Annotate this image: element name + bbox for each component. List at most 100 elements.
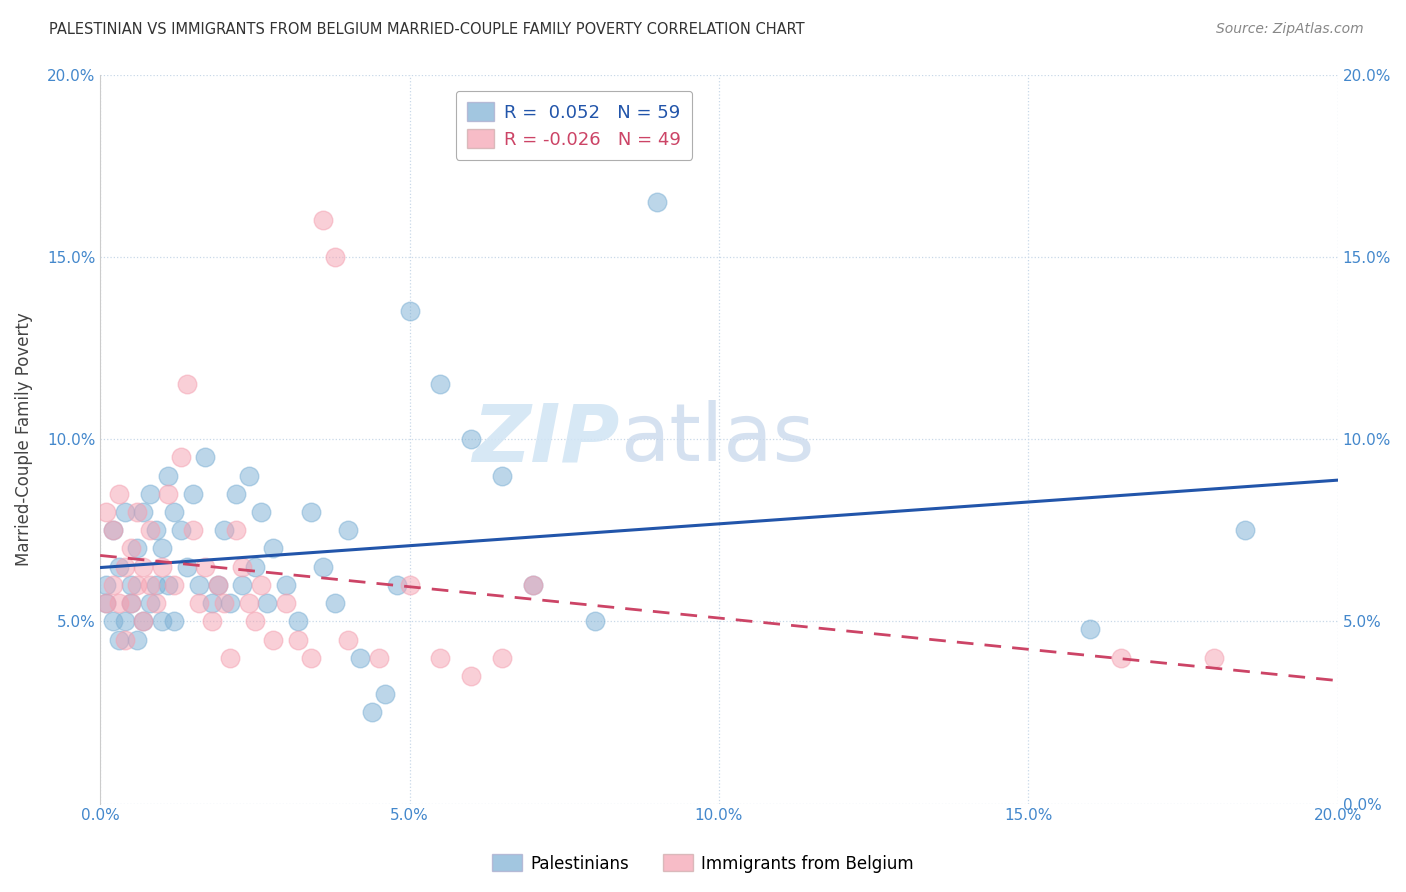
Text: Source: ZipAtlas.com: Source: ZipAtlas.com bbox=[1216, 22, 1364, 37]
Point bbox=[460, 432, 482, 446]
Point bbox=[243, 615, 266, 629]
Point bbox=[120, 596, 142, 610]
Point bbox=[200, 596, 222, 610]
Point bbox=[120, 578, 142, 592]
Point bbox=[207, 578, 229, 592]
Point bbox=[225, 487, 247, 501]
Point bbox=[96, 578, 118, 592]
Point bbox=[219, 596, 242, 610]
Point bbox=[250, 505, 273, 519]
Text: atlas: atlas bbox=[620, 401, 814, 478]
Point bbox=[163, 578, 186, 592]
Point bbox=[212, 596, 235, 610]
Point bbox=[132, 559, 155, 574]
Point bbox=[207, 578, 229, 592]
Point bbox=[150, 559, 173, 574]
Point bbox=[429, 650, 451, 665]
Point bbox=[323, 596, 346, 610]
Point bbox=[1109, 650, 1132, 665]
Point bbox=[243, 559, 266, 574]
Point bbox=[150, 615, 173, 629]
Point bbox=[157, 487, 180, 501]
Point bbox=[367, 650, 389, 665]
Point bbox=[583, 615, 606, 629]
Point bbox=[181, 523, 204, 537]
Point bbox=[101, 578, 124, 592]
Point bbox=[645, 195, 668, 210]
Point bbox=[262, 632, 284, 647]
Point bbox=[145, 578, 167, 592]
Point bbox=[460, 669, 482, 683]
Point bbox=[176, 377, 198, 392]
Point bbox=[1233, 523, 1256, 537]
Point bbox=[238, 596, 260, 610]
Point bbox=[522, 578, 544, 592]
Point bbox=[120, 596, 142, 610]
Point bbox=[312, 213, 335, 227]
Point bbox=[107, 559, 129, 574]
Point bbox=[491, 468, 513, 483]
Point bbox=[145, 596, 167, 610]
Point bbox=[114, 505, 136, 519]
Point bbox=[287, 632, 309, 647]
Point bbox=[176, 559, 198, 574]
Point bbox=[145, 523, 167, 537]
Point bbox=[274, 596, 297, 610]
Point bbox=[336, 523, 359, 537]
Point bbox=[194, 559, 217, 574]
Point bbox=[101, 523, 124, 537]
Point bbox=[262, 541, 284, 556]
Point bbox=[107, 596, 129, 610]
Point bbox=[274, 578, 297, 592]
Point bbox=[231, 559, 253, 574]
Point bbox=[107, 632, 129, 647]
Point bbox=[101, 615, 124, 629]
Point bbox=[132, 615, 155, 629]
Point bbox=[429, 377, 451, 392]
Point bbox=[96, 596, 118, 610]
Point bbox=[114, 632, 136, 647]
Point bbox=[398, 304, 420, 318]
Point bbox=[188, 578, 211, 592]
Point bbox=[219, 650, 242, 665]
Point bbox=[491, 650, 513, 665]
Point bbox=[120, 541, 142, 556]
Point bbox=[150, 541, 173, 556]
Point bbox=[107, 487, 129, 501]
Point bbox=[336, 632, 359, 647]
Point bbox=[96, 505, 118, 519]
Point bbox=[127, 632, 149, 647]
Legend: Palestinians, Immigrants from Belgium: Palestinians, Immigrants from Belgium bbox=[485, 847, 921, 880]
Point bbox=[157, 578, 180, 592]
Point bbox=[114, 615, 136, 629]
Point bbox=[138, 523, 160, 537]
Text: PALESTINIAN VS IMMIGRANTS FROM BELGIUM MARRIED-COUPLE FAMILY POVERTY CORRELATION: PALESTINIAN VS IMMIGRANTS FROM BELGIUM M… bbox=[49, 22, 804, 37]
Point bbox=[138, 596, 160, 610]
Point bbox=[163, 505, 186, 519]
Point bbox=[163, 615, 186, 629]
Y-axis label: Married-Couple Family Poverty: Married-Couple Family Poverty bbox=[15, 312, 32, 566]
Point bbox=[200, 615, 222, 629]
Point bbox=[132, 615, 155, 629]
Point bbox=[312, 559, 335, 574]
Point bbox=[250, 578, 273, 592]
Point bbox=[101, 523, 124, 537]
Point bbox=[522, 578, 544, 592]
Point bbox=[361, 706, 384, 720]
Point bbox=[1078, 622, 1101, 636]
Point bbox=[181, 487, 204, 501]
Point bbox=[299, 505, 322, 519]
Text: ZIP: ZIP bbox=[472, 401, 620, 478]
Point bbox=[96, 596, 118, 610]
Point bbox=[157, 468, 180, 483]
Point bbox=[127, 578, 149, 592]
Point bbox=[238, 468, 260, 483]
Legend: R =  0.052   N = 59, R = -0.026   N = 49: R = 0.052 N = 59, R = -0.026 N = 49 bbox=[456, 91, 692, 160]
Point bbox=[132, 505, 155, 519]
Point bbox=[385, 578, 408, 592]
Point bbox=[188, 596, 211, 610]
Point bbox=[127, 505, 149, 519]
Point bbox=[169, 450, 191, 465]
Point bbox=[398, 578, 420, 592]
Point bbox=[212, 523, 235, 537]
